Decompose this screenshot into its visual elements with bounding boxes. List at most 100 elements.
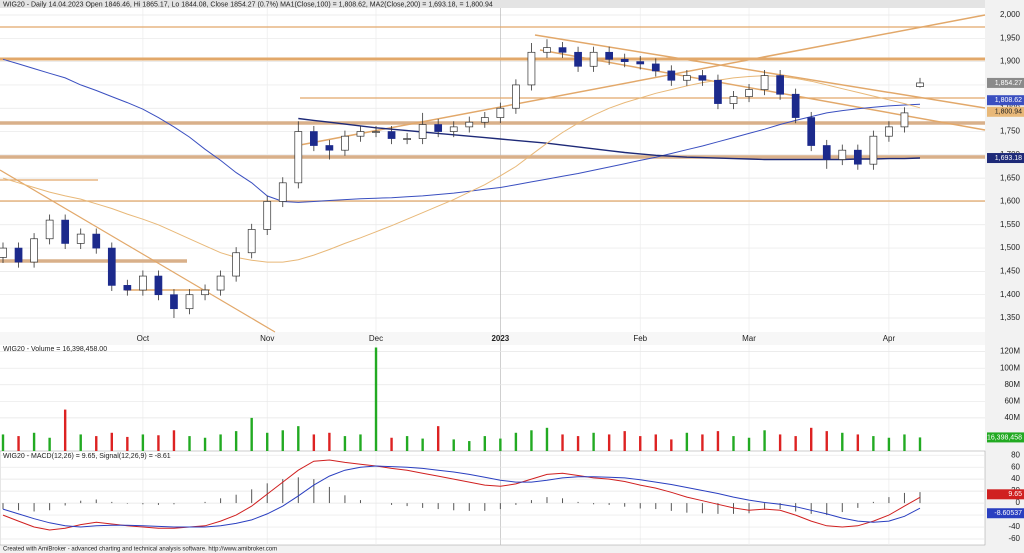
candle-body [651, 63, 660, 72]
candle-body [776, 75, 784, 95]
candle-body [45, 219, 54, 240]
candle-body [807, 117, 816, 146]
volume-bar [716, 431, 720, 451]
y-tick-label: 1,500 [1000, 243, 1021, 252]
candle-body [449, 126, 458, 132]
trend-line [299, 14, 986, 146]
value-tag-label: 1,854.27 [995, 80, 1022, 87]
candle-body [356, 131, 365, 137]
candle-body [543, 47, 551, 53]
value-tag-label: 16,398,458 [987, 434, 1022, 441]
volume-bar [281, 430, 284, 451]
volume-bar [405, 436, 409, 451]
value-tag [987, 95, 1024, 106]
volume-bar [390, 437, 393, 451]
y-tick-label: 1,400 [1000, 290, 1021, 299]
macd-line [2, 459, 921, 531]
candle-body [480, 117, 489, 123]
candle-body [418, 124, 427, 139]
candle-body [620, 58, 629, 62]
candle-body [0, 247, 7, 258]
candle-body [403, 138, 411, 140]
candle-body [698, 75, 707, 81]
volume-bar [654, 434, 657, 451]
y-tick-label: 1,750 [1000, 127, 1021, 136]
candle-body [294, 131, 303, 184]
volume-bar [452, 439, 455, 451]
volume-title: WIG20 - Volume = 16,398,458.00 [3, 346, 107, 353]
candle-body [636, 61, 645, 65]
volume-bar [483, 436, 487, 451]
x-tick-label: Mar [742, 334, 756, 343]
volume-bar [297, 426, 300, 451]
volume-bar [670, 439, 673, 451]
candle-body [139, 275, 147, 291]
y-tick-label: 1,900 [1000, 57, 1021, 66]
y-tick-label: -40 [1008, 522, 1020, 531]
volume-bar [343, 436, 347, 451]
value-tag-label: 1,800.94 [995, 109, 1022, 116]
candle-body [869, 135, 878, 165]
y-tick-label: 1,550 [1000, 220, 1021, 229]
moving-average [2, 58, 921, 203]
candle-body [589, 51, 598, 67]
volume-bar [374, 347, 378, 451]
candle-body [512, 84, 520, 109]
candle-body [278, 182, 287, 202]
value-tag [987, 106, 1024, 117]
volume-bar [561, 434, 564, 451]
candle-body [853, 149, 862, 165]
volume-bar [903, 434, 906, 451]
y-tick-label: 0 [1016, 498, 1021, 507]
y-tick-label: 1,350 [1000, 313, 1021, 322]
volume-bar [825, 431, 828, 451]
candle-body [325, 145, 334, 151]
x-tick-label: Feb [633, 334, 647, 343]
volume-bar [607, 434, 611, 451]
volume-bar [234, 431, 238, 451]
candle-body [667, 70, 676, 81]
volume-bar [514, 432, 518, 451]
candle-body [791, 93, 800, 118]
candle-body [387, 131, 396, 139]
y-tick-label: 60M [1004, 396, 1020, 405]
volume-bar [872, 436, 875, 451]
value-tag-label: 9.65 [1008, 491, 1022, 498]
x-tick-label: Apr [883, 334, 896, 343]
candle-body [107, 247, 116, 286]
volume-bar [95, 436, 98, 451]
volume-bar [32, 432, 36, 451]
macd-title: WIG20 - MACD(12,26) = 9.65, Signal(12,26… [3, 453, 171, 460]
x-tick-label: Dec [369, 334, 383, 343]
macd-panel [0, 450, 986, 546]
volume-bar [530, 430, 533, 451]
candle-body [760, 75, 769, 90]
volume-bar [468, 441, 471, 451]
y-tick-label: 1,650 [1000, 173, 1021, 182]
trend-line [0, 169, 276, 333]
trend-line [539, 49, 986, 131]
volume-bar [436, 426, 440, 451]
candle-body [714, 79, 722, 104]
candle-body [822, 145, 831, 160]
volume-bar [266, 432, 269, 451]
candle-body [30, 238, 38, 263]
volume-bar [918, 437, 922, 451]
price-title: WIG20 - Daily 14.04.2023 Open 1846.46, H… [3, 1, 493, 8]
trend-line [534, 34, 986, 109]
candle-body [465, 121, 474, 128]
y-tick-label: 80 [1011, 450, 1020, 459]
volume-panel [0, 345, 985, 451]
volume-bar [763, 430, 766, 451]
candle-body [838, 149, 847, 160]
y-tick-label: -60 [1008, 534, 1020, 543]
volume-bar [110, 432, 113, 451]
volume-bar [48, 437, 51, 451]
y-tick-label: 40 [1011, 474, 1020, 483]
volume-bar [499, 438, 502, 451]
candle-body [558, 47, 567, 53]
moving-average [298, 117, 921, 161]
candle-body [123, 285, 132, 291]
volume-bar [421, 438, 424, 451]
